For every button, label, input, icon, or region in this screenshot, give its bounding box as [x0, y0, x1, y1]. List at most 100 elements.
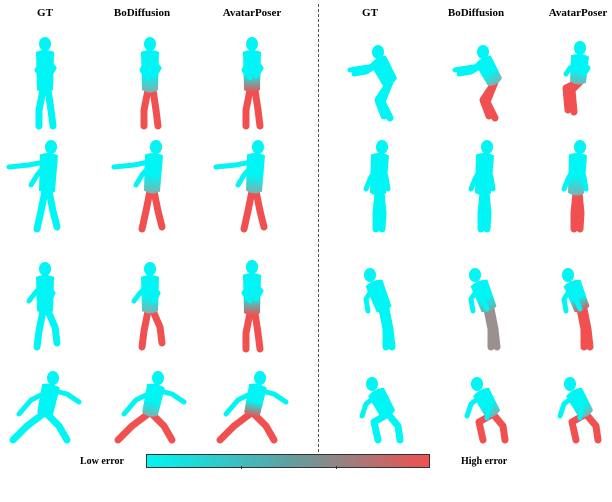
head	[150, 140, 162, 154]
arm-0	[223, 387, 261, 417]
head	[469, 268, 481, 282]
leg-1	[580, 305, 594, 351]
leg-0	[477, 189, 487, 233]
head	[246, 37, 258, 51]
head	[366, 377, 378, 391]
arm-1	[42, 55, 57, 79]
arm-0	[139, 55, 153, 81]
leg-1	[384, 410, 404, 444]
leg-1	[377, 189, 387, 233]
arm-1	[42, 280, 56, 304]
head	[152, 371, 164, 385]
arm-0	[557, 393, 577, 419]
human-mesh-right-r1-gt	[347, 45, 398, 122]
human-mesh-left-r3-avatarposer	[241, 260, 264, 353]
torso	[568, 153, 587, 196]
error-colorbar	[146, 454, 430, 468]
header-right-bodiffusion: BoDiffusion	[447, 7, 505, 19]
arm-0	[131, 280, 153, 304]
human-mesh-right-r4-gt	[359, 377, 404, 444]
human-mesh-left-r1-avatarposer	[241, 37, 264, 130]
arm-1	[133, 158, 157, 188]
torso	[475, 153, 494, 196]
arm-0	[26, 280, 48, 304]
arm-1	[456, 63, 484, 77]
header-right-gt: GT	[362, 7, 378, 19]
head	[39, 37, 51, 51]
colorbar-tick	[336, 466, 337, 469]
leg-0	[9, 410, 47, 444]
arm-1	[249, 55, 264, 79]
arm-0	[468, 158, 488, 192]
human-mesh-right-r4-avatarposer	[557, 377, 602, 444]
head	[477, 45, 489, 59]
head	[246, 260, 258, 274]
leg-0	[372, 189, 382, 233]
human-mesh-left-r1-bodiffusion	[139, 37, 162, 130]
head	[574, 41, 586, 55]
head	[39, 262, 51, 276]
leg-0	[216, 410, 254, 444]
arm-1	[48, 387, 82, 405]
header-right-avatarposer: AvatarPoser	[548, 7, 608, 19]
arm-0	[561, 284, 575, 314]
head	[252, 140, 264, 154]
head	[144, 37, 156, 51]
arm-0	[111, 158, 157, 170]
header-left-gt: GT	[37, 7, 53, 19]
torso	[570, 53, 589, 85]
leg-1	[575, 189, 585, 233]
leg-1	[251, 86, 264, 130]
human-mesh-right-r3-avatarposer	[561, 268, 594, 351]
leg-1	[568, 78, 584, 116]
human-mesh-right-r1-avatarposer	[562, 41, 591, 116]
arm-0	[241, 55, 255, 81]
leg-1	[382, 305, 396, 351]
arm-1	[577, 59, 591, 77]
arm-1	[476, 284, 490, 312]
leg-0	[378, 305, 390, 351]
leg-0	[140, 86, 152, 130]
arm-0	[34, 55, 48, 81]
arm-0	[213, 158, 259, 170]
arm-0	[6, 158, 52, 170]
arm-1	[153, 387, 187, 405]
header-left-avatarposer: AvatarPoser	[222, 7, 282, 19]
human-mesh-right-r2-avatarposer	[561, 140, 589, 233]
human-mesh-left-r4-bodiffusion	[114, 371, 187, 444]
torso	[370, 55, 398, 86]
head	[254, 371, 266, 385]
head	[471, 377, 483, 391]
human-mesh-right-r4-bodiffusion	[464, 377, 509, 444]
human-mesh-left-r2-avatarposer	[213, 140, 268, 233]
leg-1	[43, 410, 71, 444]
human-mesh-left-r3-bodiffusion	[131, 262, 166, 351]
head	[47, 371, 59, 385]
leg-1	[482, 189, 492, 233]
human-mesh-right-r2-bodiffusion	[468, 140, 496, 233]
leg-0	[242, 309, 254, 353]
leg-1	[149, 86, 162, 130]
leg-1	[148, 410, 176, 444]
leg-1	[45, 187, 61, 231]
leg-0	[33, 307, 47, 351]
arm-1	[575, 158, 589, 192]
arm-1	[373, 393, 387, 421]
arm-1	[569, 284, 583, 312]
leg-1	[149, 307, 166, 347]
arm-1	[478, 393, 492, 421]
head	[481, 140, 493, 154]
leg-0	[114, 410, 152, 444]
arm-0	[464, 393, 484, 419]
human-mesh-right-r1-bodiffusion	[452, 45, 503, 122]
leg-1	[582, 410, 602, 444]
leg-1	[252, 187, 268, 231]
leg-0	[242, 86, 254, 130]
arm-1	[249, 278, 264, 302]
head	[45, 140, 57, 154]
human-mesh-right-r2-gt	[363, 140, 391, 233]
leg-1	[44, 86, 57, 130]
arm-0	[561, 158, 581, 192]
leg-0	[138, 187, 154, 233]
leg-1	[489, 410, 509, 444]
